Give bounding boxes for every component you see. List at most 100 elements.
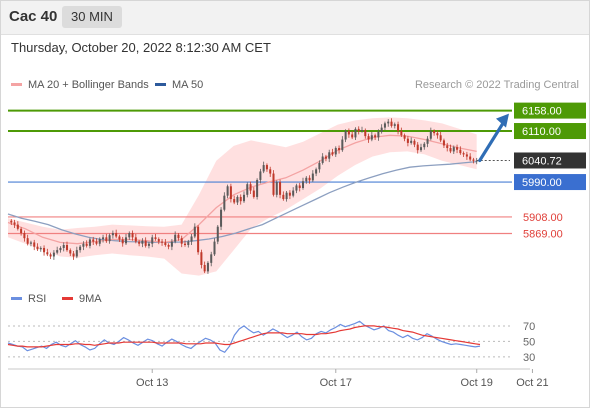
candle [229, 186, 232, 200]
candle [52, 252, 55, 257]
level-label: 5869.00 [523, 229, 563, 241]
candle [429, 131, 432, 139]
header-bar: Cac 40 30 MIN [0, 0, 590, 35]
timeframe-button[interactable]: 30 MIN [62, 6, 122, 28]
candle [144, 240, 147, 246]
candle [62, 245, 65, 248]
legend-ma50-label: MA 50 [172, 79, 204, 91]
forecast-arrowhead-icon [496, 113, 509, 128]
candle [164, 242, 167, 245]
level-label: 6158.00 [522, 106, 562, 118]
research-credit: Research © 2022 Trading Central [414, 79, 579, 91]
candle [465, 154, 468, 157]
candle [282, 194, 285, 200]
candle [472, 159, 475, 161]
candle [442, 140, 445, 146]
candle [446, 145, 449, 149]
candle [36, 246, 39, 250]
candle [82, 243, 85, 247]
candle [39, 247, 42, 250]
candle [383, 123, 386, 128]
candle [75, 250, 78, 257]
candle [10, 220, 13, 223]
candle [259, 171, 262, 180]
candle [180, 238, 183, 244]
candle [397, 124, 400, 132]
candle [318, 162, 321, 170]
candle [121, 239, 124, 244]
legend-rsi-ma-label: 9MA [79, 293, 102, 305]
candle [111, 233, 114, 236]
candle [367, 136, 370, 140]
x-tick-label: Oct 17 [320, 377, 352, 389]
candle [426, 138, 429, 144]
candle [147, 243, 150, 246]
candle [187, 241, 190, 245]
level-badge [514, 102, 586, 119]
candle [151, 237, 154, 244]
level-label: 6110.00 [522, 126, 561, 138]
candle [154, 237, 157, 240]
candle [65, 245, 69, 251]
candle [138, 241, 141, 244]
forecast-arrow [478, 120, 506, 163]
candle [92, 239, 95, 242]
candle [210, 254, 213, 263]
candle [252, 190, 255, 197]
candle [29, 242, 32, 244]
candle [328, 152, 331, 159]
candle [200, 252, 203, 265]
candle [233, 199, 236, 203]
rsi-swatch-icon [11, 296, 22, 300]
candle [423, 143, 426, 148]
candle [387, 121, 390, 124]
candle [341, 139, 344, 151]
legend-ma50: MA 50 [155, 79, 203, 91]
candle [206, 262, 209, 272]
candle [305, 177, 308, 182]
candle [275, 182, 278, 195]
candle [85, 243, 88, 246]
candle [351, 134, 354, 138]
candle [256, 179, 259, 197]
candle [118, 236, 121, 240]
legend-rsi: RSI [11, 293, 46, 305]
candle [49, 254, 52, 257]
candle [393, 124, 396, 126]
candle [301, 181, 305, 189]
candle [370, 135, 373, 140]
candle [95, 241, 98, 244]
candle [167, 245, 170, 247]
legend-rsi-label: RSI [28, 293, 47, 305]
candle [72, 253, 75, 257]
level-label: 5990.00 [522, 177, 562, 189]
candle [452, 147, 455, 152]
level-label: 6040.72 [522, 155, 562, 167]
candle [190, 236, 193, 242]
ma20-line [7, 134, 477, 245]
candle [410, 140, 413, 143]
candle [419, 147, 423, 151]
level-label: 5908.00 [523, 212, 563, 224]
candle [456, 147, 459, 150]
candle [216, 226, 219, 242]
candle [272, 173, 275, 195]
bollinger-band [8, 117, 477, 276]
candle [177, 234, 180, 239]
candle [46, 252, 49, 255]
candle [308, 177, 311, 181]
candle [236, 196, 239, 203]
candle [469, 156, 472, 160]
rsi-tick-label: 70 [523, 321, 535, 333]
candle [288, 192, 291, 196]
candle [161, 241, 164, 243]
candle [439, 135, 442, 141]
candle [26, 238, 29, 244]
candle [436, 133, 439, 136]
instrument-title: Cac 40 [9, 8, 58, 25]
ma20-swatch-icon [11, 82, 22, 86]
candle [203, 264, 206, 272]
candle [33, 242, 36, 247]
candle [88, 239, 91, 246]
